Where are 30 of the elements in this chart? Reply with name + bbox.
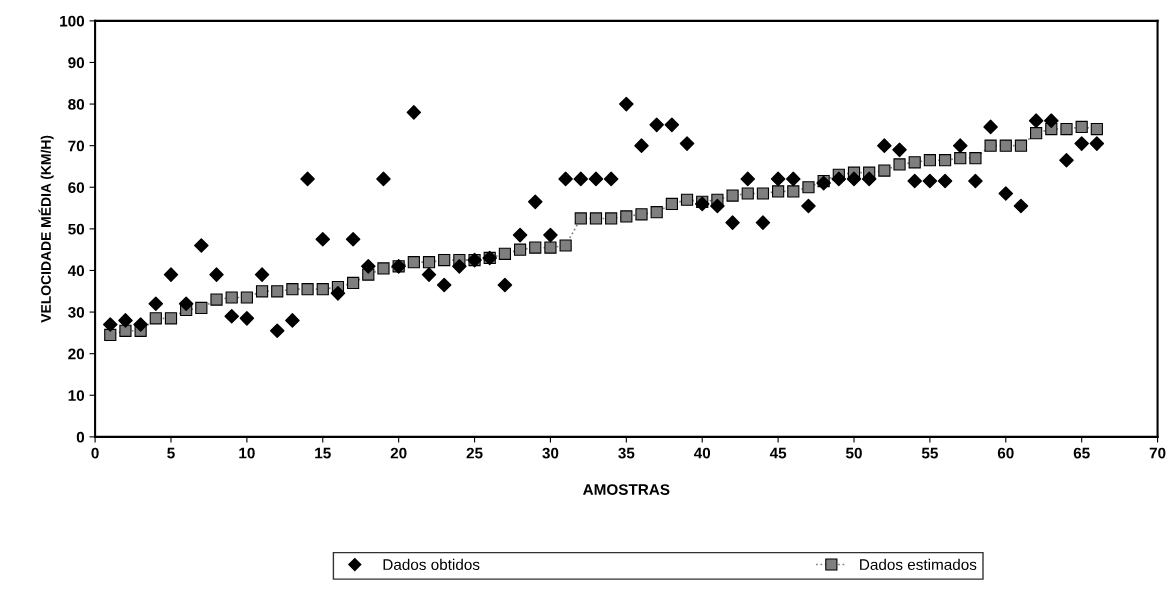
- x-tick-label: 55: [921, 447, 938, 459]
- y-tick-label: 0: [76, 431, 85, 443]
- x-tick-label: 45: [769, 447, 787, 459]
- x-tick-label: 25: [466, 447, 483, 459]
- y-tick-label: 70: [68, 140, 85, 152]
- x-tick-label: 35: [618, 447, 635, 459]
- legend-label: Dados estimados: [860, 558, 977, 570]
- y-tick-label: 100: [60, 15, 85, 27]
- x-tick-label: 70: [1149, 447, 1166, 459]
- y-tick-label: 90: [68, 57, 85, 69]
- x-tick-label: 10: [239, 447, 255, 459]
- y-tick-label: 80: [68, 98, 85, 110]
- x-tick-label: 30: [542, 447, 559, 459]
- y-tick-label: 10: [68, 390, 85, 401]
- x-tick-label: 60: [997, 447, 1014, 459]
- y-tick-label: 40: [67, 265, 85, 277]
- y-tick-label: 60: [68, 182, 85, 193]
- x-tick-label: 20: [390, 447, 407, 459]
- y-tick-label: 30: [68, 306, 85, 318]
- x-tick-label: 5: [167, 447, 175, 459]
- x-axis-title: AMOSTRAS: [583, 484, 670, 495]
- x-tick-label: 40: [693, 447, 711, 459]
- x-tick-label: 15: [315, 447, 331, 459]
- y-axis-title: VELOCIDADE MÉDIA (KM/H): [38, 135, 54, 323]
- x-tick-label: 50: [845, 447, 862, 459]
- y-tick-label: 50: [68, 223, 85, 235]
- y-tick-label: 20: [68, 348, 85, 360]
- x-tick-label: 0: [91, 447, 99, 459]
- legend-label: Dados obtidos: [383, 558, 480, 570]
- x-tick-label: 65: [1073, 447, 1090, 459]
